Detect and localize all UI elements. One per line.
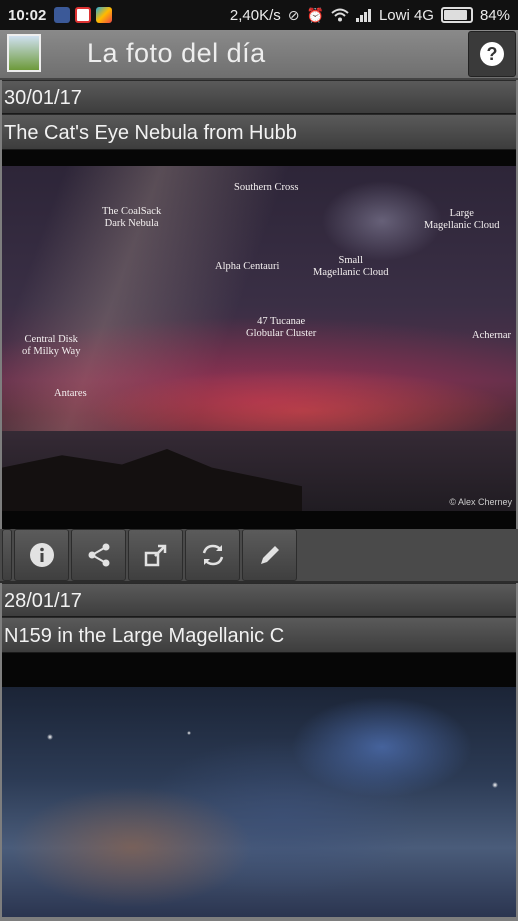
label-tucanae: 47 Tucanae Globular Cluster (246, 316, 317, 339)
notification-icons (54, 7, 113, 23)
photo-top-gap (2, 150, 516, 166)
battery-icon (440, 7, 473, 23)
alarm-icon: ⏰ (306, 6, 324, 23)
item-date: 28/01/17 (2, 583, 516, 617)
clock: 10:02 (8, 6, 47, 24)
item-photo[interactable] (2, 687, 516, 917)
edit-icon (260, 546, 279, 564)
item-title[interactable]: The Cat's Eye Nebula from Hubb (2, 114, 516, 150)
help-icon: ? (480, 42, 504, 66)
carrier-name: Lowi 4G (378, 6, 434, 24)
signal-icon (355, 8, 371, 22)
label-milky-way: Central Disk of Milky Way (22, 334, 81, 357)
label-southern-cross: Southern Cross (234, 182, 299, 193)
refresh-button[interactable] (185, 529, 240, 581)
wifi-icon (331, 8, 349, 22)
refresh-icon (202, 544, 223, 566)
action-bar (0, 529, 518, 583)
photo-feed[interactable]: 30/01/17 The Cat's Eye Nebula from Hubb … (0, 80, 518, 917)
edit-button[interactable] (242, 529, 297, 581)
open-external-button[interactable] (128, 529, 183, 581)
item-title[interactable]: N159 in the Large Magellanic C (2, 617, 516, 653)
gmail-icon (75, 7, 92, 23)
label-antares: Antares (54, 388, 87, 399)
photo-bottom-gap (2, 511, 516, 529)
app-bar: La foto del día ? (0, 30, 518, 80)
item-date: 30/01/17 (2, 80, 516, 114)
play-store-icon (96, 7, 113, 23)
data-saver-icon: ⊘ (287, 6, 300, 23)
label-achernar: Achernar (472, 330, 512, 341)
share-button[interactable] (71, 529, 126, 581)
help-button[interactable]: ? (468, 31, 516, 77)
share-icon (88, 543, 109, 567)
action-bar-handle (2, 529, 12, 581)
battery-percent: 84% (479, 6, 510, 24)
label-lmc: Large Magellanic Cloud (424, 208, 500, 231)
item-photo[interactable]: Southern Cross The CoalSack Dark Nebula L… (2, 166, 516, 511)
app-title: La foto del día (87, 38, 266, 68)
info-icon (29, 543, 54, 567)
status-bar: 10:02 2,40K/s ⊘ ⏰ Lowi 4G 84% (0, 0, 518, 30)
photo-credit: © Alex Cherney (449, 497, 512, 507)
network-speed: 2,40K/s (229, 6, 281, 24)
label-smc: Small Magellanic Cloud (313, 255, 389, 278)
photo-top-gap (2, 653, 516, 687)
app-logo-icon (7, 34, 41, 72)
label-alpha-centauri: Alpha Centauri (215, 261, 280, 272)
open-external-icon (144, 544, 166, 567)
facebook-icon (54, 7, 71, 23)
info-button[interactable] (14, 529, 69, 581)
label-coalsack: The CoalSack Dark Nebula (102, 206, 162, 229)
